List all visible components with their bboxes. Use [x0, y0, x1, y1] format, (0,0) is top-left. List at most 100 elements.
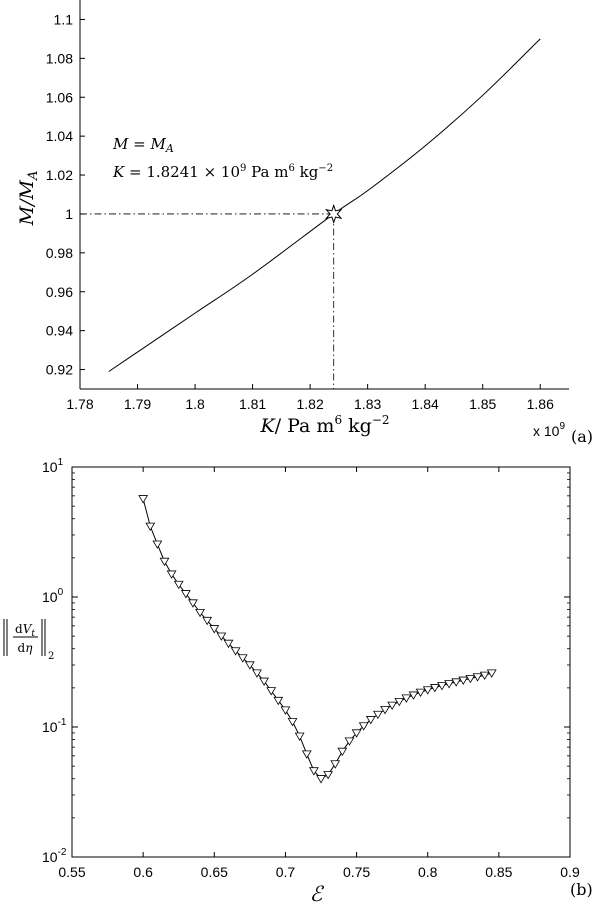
chart-a-y-tick-label: 0.98	[46, 245, 73, 261]
chart-b-data-point	[387, 701, 398, 711]
chart-b-data-point	[380, 706, 390, 715]
chart-a-y-tick-label: 0.96	[46, 284, 73, 300]
chart-a-annotation-1: M = MA	[112, 135, 174, 155]
chart-b-x-axis-label: ℰ	[310, 882, 325, 906]
chart-b-y-tick-label: 100	[42, 587, 64, 605]
chart-b-data-point	[337, 747, 348, 757]
chart-b-series-line	[142, 498, 492, 780]
chart-a-x-tick-label: 1.82	[296, 396, 323, 412]
chart-b-data-point	[230, 647, 241, 656]
chart-b-x-tick-label: 0.6	[133, 864, 153, 880]
chart-b-data-point	[344, 737, 355, 746]
chart-b-data-point	[237, 654, 248, 663]
chart-b-x-tick-label: 0.75	[343, 864, 370, 880]
chart-a-x-tick-label: 1.84	[412, 396, 439, 412]
chart-b-data-point	[365, 716, 376, 725]
chart-b-data-point	[465, 674, 476, 684]
chart-b-panel-label: (b)	[570, 880, 593, 899]
chart-b-y-axis-label: dVt dη 2	[3, 619, 54, 662]
chart-b-data-point	[223, 639, 234, 649]
chart-b-data-point	[266, 687, 277, 696]
chart-a-y-tick-label: 1.04	[46, 128, 73, 144]
chart-b-data-point	[472, 673, 483, 682]
chart-a-y-tick-label: 1	[65, 206, 73, 222]
chart-b-x-tick-label: 0.85	[485, 864, 512, 880]
chart-a-x-tick-label: 1.86	[527, 396, 554, 412]
chart-b-data-point	[458, 676, 469, 685]
chart-b-data-point	[209, 625, 220, 634]
chart-b: 0.55 0.6 0.65 0.7 0.75 0.8 0.85 0.9 10-2 10-1 100 1…	[3, 457, 593, 906]
chart-b-data-point	[216, 632, 227, 641]
chart-b-data-point	[316, 775, 326, 784]
chart-b-plot-frame	[71, 466, 571, 858]
svg-text:dVt: dVt	[15, 622, 35, 639]
chart-b-data-point	[166, 570, 177, 579]
chart-b-data-point	[323, 771, 334, 780]
chart-b-data-point	[244, 661, 255, 670]
chart-a-x-multiplier: x 109	[533, 421, 565, 439]
chart-b-y-tick-label: 10-2	[42, 847, 67, 865]
chart-b-data-point	[330, 760, 341, 769]
chart-b-x-tick-label: 0.55	[58, 864, 85, 880]
chart-b-y-tick-label: 10-1	[42, 717, 67, 735]
chart-b-data-point	[138, 495, 149, 504]
chart-b-data-point	[280, 706, 291, 715]
chart-b-data-point	[273, 696, 284, 706]
chart-b-data-point	[202, 616, 213, 626]
chart-a-x-axis-label: K/ Pa m6 kg−2	[259, 413, 389, 437]
chart-b-data-point	[486, 669, 497, 678]
chart-b-data-point	[195, 608, 205, 618]
chart-a-star-marker	[324, 203, 343, 225]
chart-b-data-point	[401, 694, 412, 703]
chart-a-x-tick-label: 1.85	[469, 396, 496, 412]
chart-a-y-tick-label: 0.94	[46, 323, 73, 339]
chart-b-x-tick-label: 0.9	[560, 864, 580, 880]
chart-b-y-tick-label: 101	[42, 457, 64, 475]
chart-b-data-point	[308, 767, 319, 776]
chart-b-data-point	[415, 688, 426, 698]
chart-a-panel-label: (a)	[571, 427, 593, 446]
chart-b-data-point	[408, 691, 419, 700]
chart-b-data-point	[287, 718, 298, 727]
chart-b-data-point	[159, 557, 170, 567]
chart-b-data-point	[180, 590, 191, 599]
chart-b-data-point	[301, 750, 312, 759]
chart-a-x-tick-label: 1.8	[185, 396, 205, 412]
svg-text:dη: dη	[18, 641, 34, 655]
chart-a-y-axis-label: M/MA	[16, 171, 41, 227]
chart-b-data-point	[145, 522, 156, 532]
chart-b-x-tick-label: 0.7	[276, 864, 296, 880]
chart-b-data-point	[252, 669, 262, 678]
chart-a-annotation-2: K = 1.8241 × 109 Pa m6 kg−2	[112, 163, 333, 181]
chart-b-data-point	[259, 677, 269, 686]
chart-b-data-point	[444, 680, 454, 689]
chart-b-x-tick-label: 0.65	[201, 864, 228, 880]
chart-b-data-point	[373, 710, 383, 720]
chart-b-data-point	[422, 686, 433, 695]
chart-b-data-point	[294, 732, 305, 741]
chart-b-data-point	[429, 684, 440, 693]
chart-a-y-tick-label: 0.92	[46, 362, 73, 378]
chart-b-x-tick-label: 0.8	[418, 864, 438, 880]
svg-text:2: 2	[48, 651, 54, 662]
chart-b-data-point	[394, 697, 405, 707]
chart-a-x-tick-label: 1.83	[354, 396, 381, 412]
chart-b-data-point	[479, 671, 490, 681]
chart-b-data-point	[437, 682, 447, 691]
chart-a-y-tick-label: 1.06	[46, 89, 73, 105]
chart-a-x-tick-label: 1.79	[124, 396, 151, 412]
chart-a-y-tick-label: 1.1	[54, 11, 74, 27]
chart-a: 1.78 1.79 1.8 1.81 1.82 1.83 1.84 1.85 1.86 0.92 0…	[16, 0, 593, 446]
chart-a-series-line	[108, 38, 541, 372]
chart-b-data-point	[451, 678, 462, 687]
chart-a-y-tick-label: 1.08	[46, 50, 73, 66]
chart-b-data-point	[351, 729, 362, 738]
chart-b-data-point	[173, 580, 184, 590]
chart-b-data-point	[358, 722, 369, 731]
chart-a-y-tick-label: 1.02	[46, 167, 73, 183]
chart-a-x-tick-label: 1.78	[66, 396, 93, 412]
chart-b-data-point	[188, 599, 198, 608]
chart-a-x-tick-label: 1.81	[239, 396, 266, 412]
chart-b-data-point	[152, 540, 163, 549]
